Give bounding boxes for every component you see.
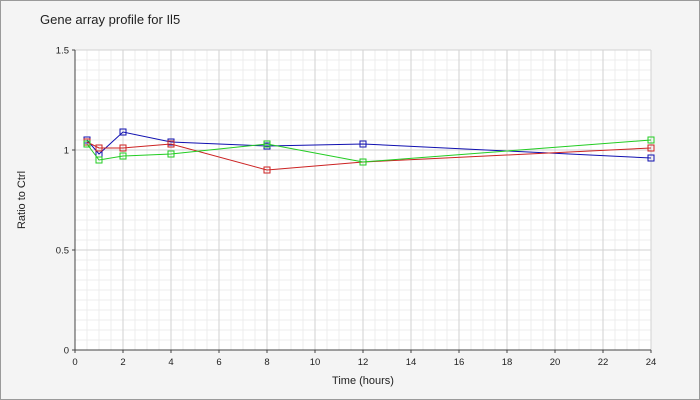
x-tick-label: 2	[120, 357, 125, 368]
data-point	[263, 140, 271, 148]
series-layer	[83, 128, 655, 174]
data-point	[95, 156, 103, 164]
series-3	[83, 136, 655, 166]
data-point	[119, 128, 127, 136]
series-line	[86, 139, 652, 163]
data-point	[83, 140, 91, 148]
x-tick-label: 6	[216, 357, 221, 368]
data-point	[647, 144, 655, 152]
data-point	[647, 136, 655, 144]
chart-title: Gene array profile for Il5	[40, 12, 181, 27]
x-tick-label: 22	[598, 357, 609, 368]
y-tick-label: 0	[64, 346, 69, 357]
data-point	[359, 140, 367, 148]
x-tick-label: 0	[72, 357, 77, 368]
y-axis-label: Ratio to Ctrl	[16, 171, 28, 229]
data-point	[647, 154, 655, 162]
x-tick-label: 20	[550, 357, 561, 368]
x-tick-label: 10	[310, 357, 321, 368]
data-point	[359, 158, 367, 166]
y-tick-label: 0.5	[56, 246, 69, 257]
x-tick-label: 24	[646, 357, 657, 368]
data-point	[263, 166, 271, 174]
y-tick-label: 1.5	[56, 46, 69, 57]
x-tick-label: 16	[454, 357, 465, 368]
series-line	[86, 131, 652, 159]
y-axis-ticks: 0 0.5 1 1.5	[56, 46, 75, 357]
x-tick-label: 8	[264, 357, 269, 368]
y-tick-label: 1	[64, 146, 69, 157]
x-tick-label: 14	[406, 357, 417, 368]
data-point	[119, 152, 127, 160]
x-axis-ticks: 0 2 4 6 8 10 12 14 16 18 20 22 24	[72, 350, 656, 368]
x-tick-label: 18	[502, 357, 513, 368]
x-tick-label: 4	[168, 357, 173, 368]
x-axis-label: Time (hours)	[332, 375, 394, 387]
data-point	[167, 150, 175, 158]
data-point	[119, 144, 127, 152]
x-tick-label: 12	[358, 357, 369, 368]
data-point	[167, 140, 175, 148]
data-point	[95, 144, 103, 152]
